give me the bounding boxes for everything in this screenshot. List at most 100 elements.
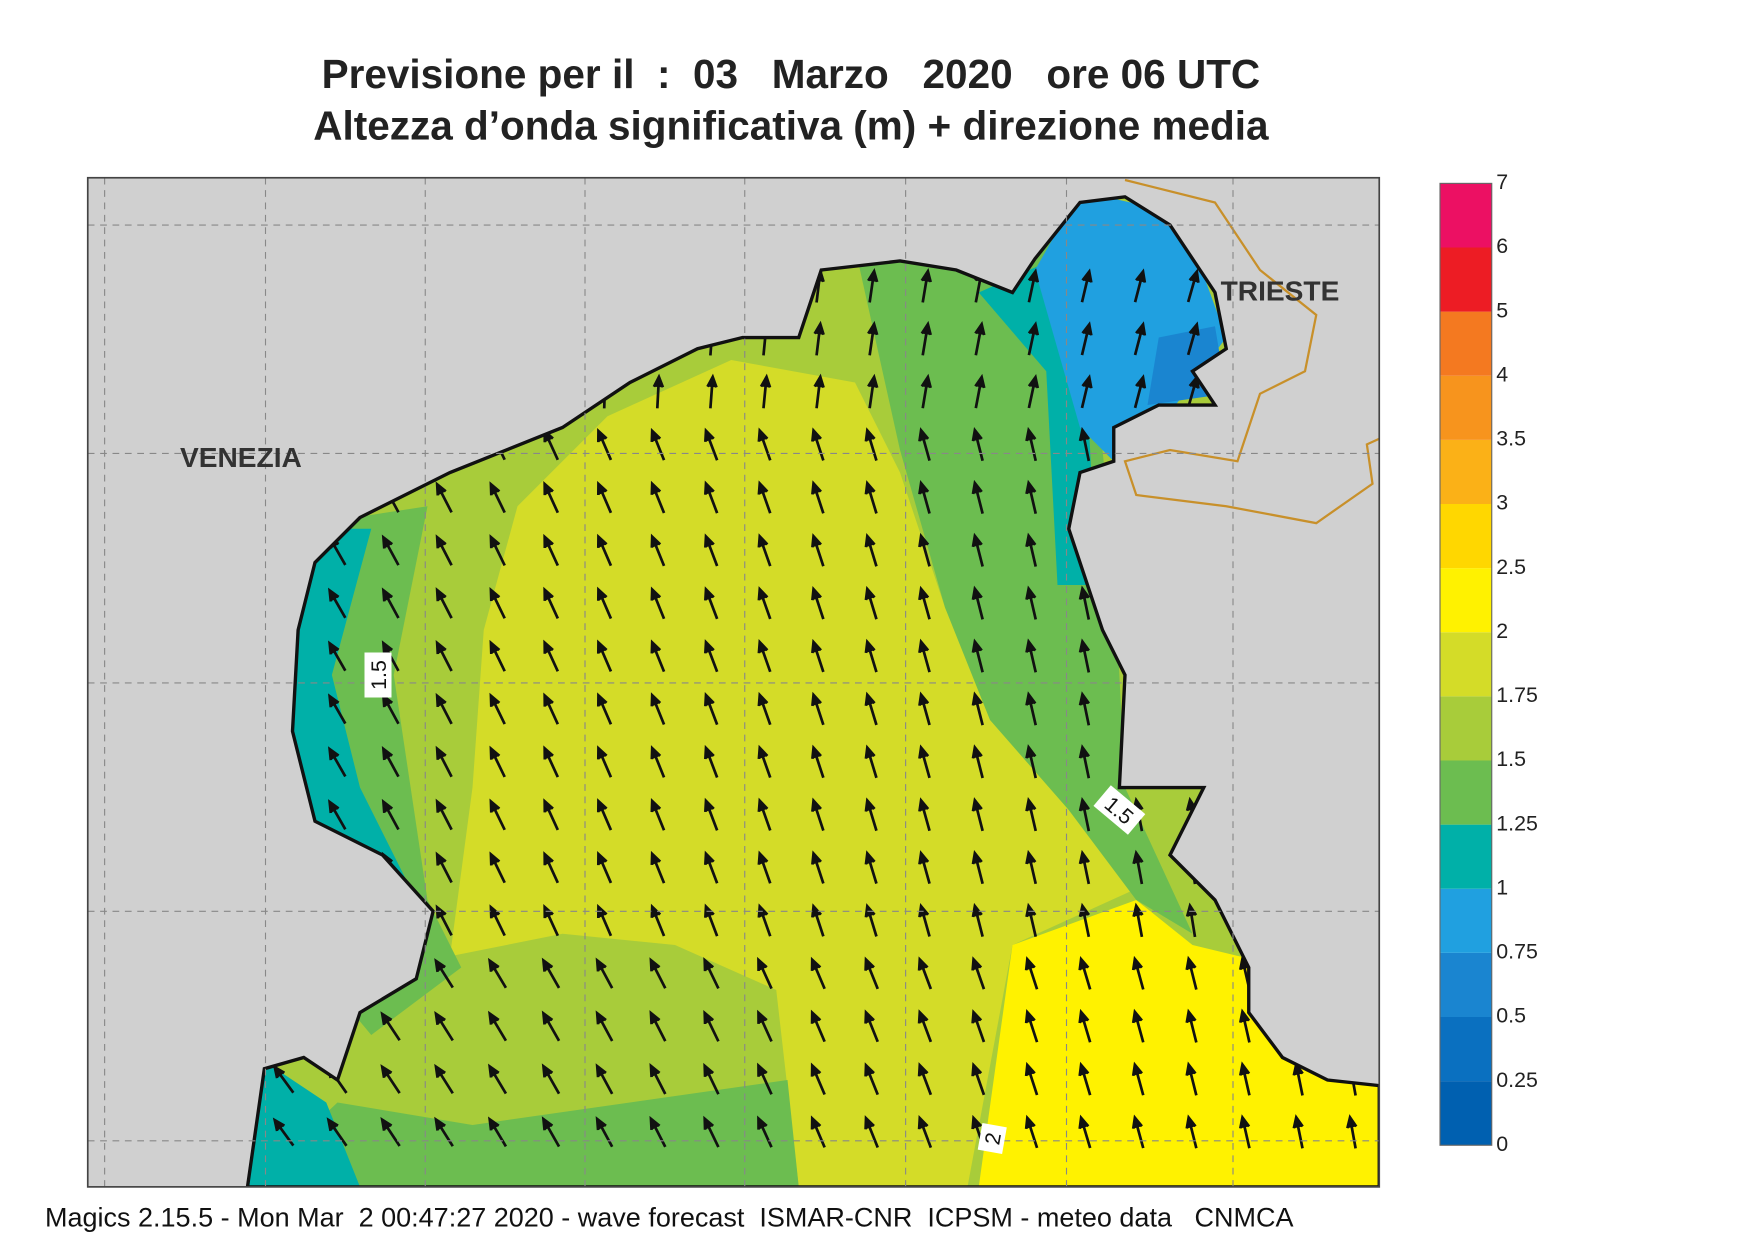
wave-arrow — [1080, 374, 1093, 409]
wave-arrow — [757, 533, 772, 567]
wave-arrow — [650, 639, 666, 673]
wave-arrow — [541, 957, 561, 989]
wave-arrow — [757, 903, 772, 937]
legend-level: 0.25 — [1496, 1068, 1538, 1092]
wave-arrow — [920, 373, 932, 409]
wave-arrow — [1132, 902, 1144, 938]
legend-band — [1440, 1081, 1492, 1146]
wave-arrow — [864, 1115, 879, 1148]
wave-arrow — [1078, 902, 1091, 938]
legend-band — [1440, 760, 1492, 825]
wave-arrow — [1131, 955, 1145, 990]
legend-band — [1440, 311, 1492, 376]
wave-arrow — [1027, 268, 1040, 303]
wave-arrow — [1078, 638, 1091, 673]
wave-arrow — [867, 267, 879, 303]
wave-arrow — [757, 744, 772, 779]
wave-arrow — [1185, 955, 1198, 990]
wave-arrow — [488, 957, 508, 989]
wave-arrow — [1133, 268, 1147, 303]
wave-arrow — [434, 1116, 454, 1147]
wave-arrow — [1078, 1114, 1092, 1149]
wave-arrow — [380, 1011, 401, 1042]
wave-arrow — [649, 957, 667, 989]
wave-arrow — [488, 1063, 508, 1095]
legend-level: 1.75 — [1496, 683, 1538, 707]
wave-arrow — [434, 958, 454, 989]
wave-arrow — [971, 902, 984, 937]
legend: 0 0.25 0.5 0.75 1 1.25 1.5 1.75 2 2.5 3 3.5 4 5 6 7 — [1439, 170, 1538, 1156]
wave-arrow — [381, 587, 400, 619]
wave-arrow — [971, 744, 984, 779]
wave-arrow — [704, 744, 719, 778]
contour-label: 2 — [980, 1131, 1006, 1147]
wave-arrow — [489, 798, 506, 831]
wave-arrow — [489, 639, 506, 672]
legend-level: 1.5 — [1496, 747, 1526, 771]
wave-arrow — [811, 744, 825, 779]
wave-arrow — [328, 799, 347, 830]
wave-arrow — [595, 1063, 614, 1095]
wave-arrow — [489, 692, 506, 725]
wave-arrow — [917, 1062, 933, 1096]
wave-arrow — [971, 691, 984, 726]
wave-arrow — [596, 533, 613, 567]
wave-arrow — [704, 850, 719, 884]
wave-arrow — [971, 1061, 986, 1096]
wave-arrow — [328, 587, 347, 619]
wave-arrow — [918, 903, 931, 937]
wave-arrow — [811, 533, 825, 567]
wave-arrow — [328, 640, 347, 672]
wave-arrow — [1238, 1061, 1251, 1096]
wave-arrow — [328, 693, 347, 725]
wave-arrow — [435, 587, 453, 619]
wave-arrow — [918, 427, 931, 462]
wave-arrow — [1238, 1114, 1251, 1149]
legend-level: 7 — [1496, 170, 1508, 194]
wave-arrow — [1024, 956, 1039, 990]
wave-arrow — [435, 798, 453, 831]
wave-arrow — [757, 639, 772, 673]
wave-arrow — [435, 851, 453, 884]
wave-arrow — [864, 1009, 879, 1043]
legend-band — [1440, 439, 1492, 504]
wave-arrow — [650, 533, 666, 567]
wave-arrow — [757, 850, 772, 884]
wave-arrow — [1078, 744, 1091, 779]
wave-arrow — [1131, 1061, 1145, 1096]
legend-band — [1440, 952, 1492, 1017]
legend-level: 1 — [1496, 875, 1508, 899]
wave-arrow — [1025, 849, 1038, 885]
wave-arrow — [543, 639, 560, 672]
legend-level: 3 — [1496, 491, 1508, 515]
wave-arrow — [596, 798, 613, 831]
wave-arrow — [971, 427, 984, 462]
wave-arrow — [971, 956, 986, 990]
wave-arrow — [811, 691, 825, 726]
legend-band — [1440, 183, 1492, 248]
title-line2: Altezza d’onda significativa (m) + direz… — [313, 103, 1269, 149]
wave-arrow — [650, 586, 666, 620]
wave-arrow — [488, 1010, 508, 1042]
wave-arrow — [811, 903, 825, 937]
wave-arrow — [704, 533, 719, 567]
wave-arrow — [596, 639, 613, 672]
wave-arrow — [543, 851, 560, 884]
wave-arrow — [703, 1062, 720, 1095]
wave-arrow — [650, 903, 666, 937]
wave-arrow — [1025, 426, 1038, 462]
wave-arrow — [1185, 1114, 1198, 1149]
wave-arrow — [810, 1115, 826, 1148]
wave-arrow — [652, 373, 665, 409]
wave-arrow — [704, 480, 719, 514]
wave-arrow — [543, 692, 560, 725]
wave-arrow — [380, 1116, 401, 1147]
border — [1123, 178, 1380, 525]
wave-arrow — [1185, 1061, 1198, 1096]
legend-level: 3.5 — [1496, 427, 1526, 451]
wave-arrow — [489, 904, 506, 937]
wave-arrow — [435, 534, 453, 566]
wave-arrow — [1078, 796, 1091, 832]
wave-arrow — [1186, 268, 1200, 303]
wave-arrow — [1078, 691, 1091, 726]
